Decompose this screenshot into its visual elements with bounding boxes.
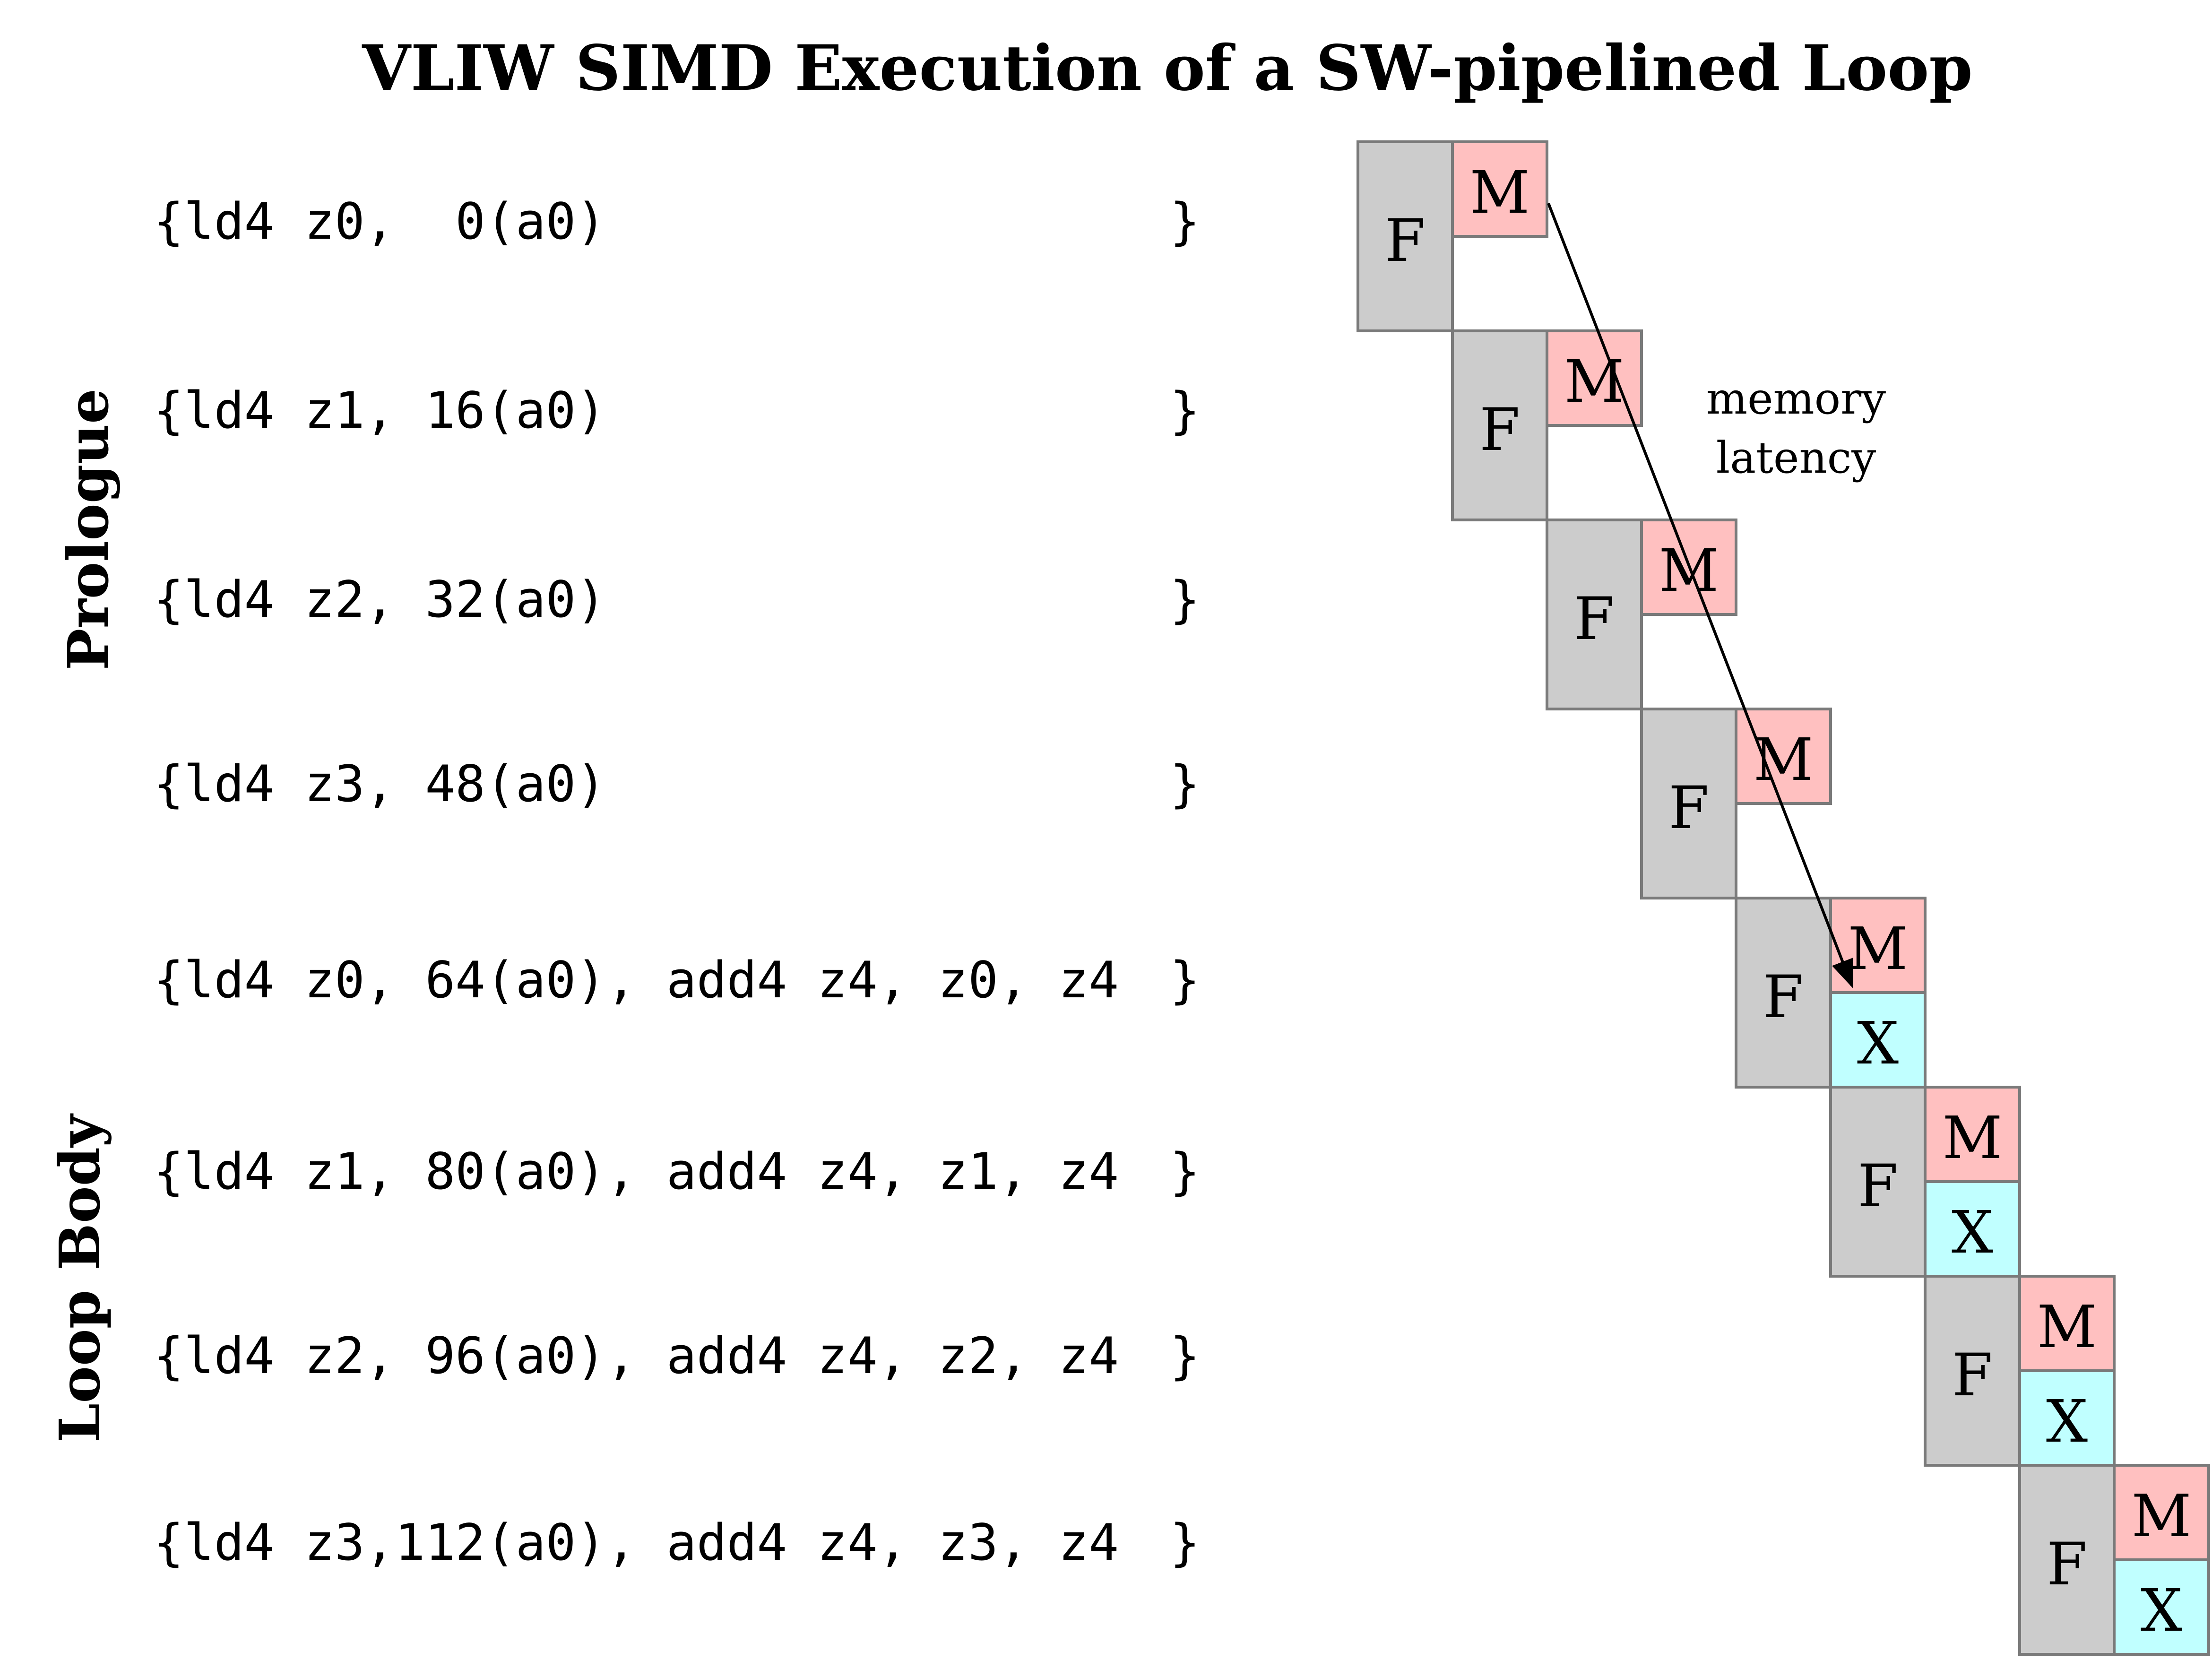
instruction-close-brace: } bbox=[1170, 951, 1200, 1009]
diagram-title: VLIW SIMD Execution of a SW-pipelined Lo… bbox=[362, 32, 1972, 105]
memory-stage-label: M bbox=[1470, 159, 1530, 227]
instruction-text: {ld4 z0, 64(a0), add4 z4, z0, z4 bbox=[154, 951, 1119, 1009]
fetch-stage-label: F bbox=[1952, 1341, 1993, 1409]
instruction-text: {ld4 z2, 96(a0), add4 z4, z2, z4 bbox=[154, 1327, 1119, 1385]
instruction-close-brace: } bbox=[1170, 1327, 1200, 1385]
fetch-stage-label: F bbox=[1479, 396, 1520, 464]
fetch-stage-label: F bbox=[2047, 1530, 2087, 1599]
instruction-close-brace: } bbox=[1170, 381, 1200, 440]
instruction-text: {ld4 z1, 80(a0), add4 z4, z1, z4 bbox=[154, 1142, 1119, 1201]
instruction-close-brace: } bbox=[1170, 571, 1200, 629]
section-label-loop-body: Loop Body bbox=[47, 1113, 112, 1443]
instruction-text: {ld4 z1, 16(a0) bbox=[154, 381, 606, 440]
instruction-text: {ld4 z2, 32(a0) bbox=[154, 571, 606, 629]
execute-stage-label: X bbox=[2046, 1388, 2088, 1456]
instruction-text: {ld4 z3,112(a0), add4 z4, z3, z4 bbox=[154, 1513, 1119, 1572]
fetch-stage-label: F bbox=[1668, 774, 1709, 842]
memory-stage-label: M bbox=[2132, 1482, 2192, 1550]
memory-stage-label: M bbox=[1943, 1104, 2003, 1172]
annotation-memory: memory bbox=[1706, 373, 1886, 424]
instruction-close-brace: } bbox=[1170, 755, 1200, 813]
memory-stage-label: M bbox=[1754, 726, 1814, 794]
fetch-stage-label: F bbox=[1385, 207, 1426, 275]
fetch-stage-label: F bbox=[1574, 585, 1615, 653]
execute-stage-label: X bbox=[1857, 1010, 1899, 1078]
instruction-list: {ld4 z0, 0(a0)} {ld4 z1, 16(a0)} {ld4 z2, … bbox=[154, 192, 1200, 1572]
instruction-text: {ld4 z0, 0(a0) bbox=[154, 192, 606, 251]
fetch-stage-label: F bbox=[1858, 1152, 1898, 1220]
annotation-latency: latency bbox=[1716, 432, 1876, 483]
memory-stage-label: M bbox=[1848, 915, 1908, 983]
execute-stage-label: X bbox=[1952, 1199, 1993, 1267]
fetch-stage-label: F bbox=[1763, 963, 1804, 1031]
instruction-close-brace: } bbox=[1170, 192, 1200, 251]
instruction-close-brace: } bbox=[1170, 1513, 1200, 1572]
memory-stage-label: M bbox=[2037, 1293, 2097, 1361]
memory-stage-label: M bbox=[1659, 537, 1719, 605]
execute-stage-label: X bbox=[2141, 1577, 2182, 1645]
section-label-prologue: Prologue bbox=[55, 389, 121, 671]
instruction-text: {ld4 z3, 48(a0) bbox=[154, 755, 606, 813]
memory-stage-label: M bbox=[1564, 348, 1624, 416]
instruction-close-brace: } bbox=[1170, 1142, 1200, 1201]
